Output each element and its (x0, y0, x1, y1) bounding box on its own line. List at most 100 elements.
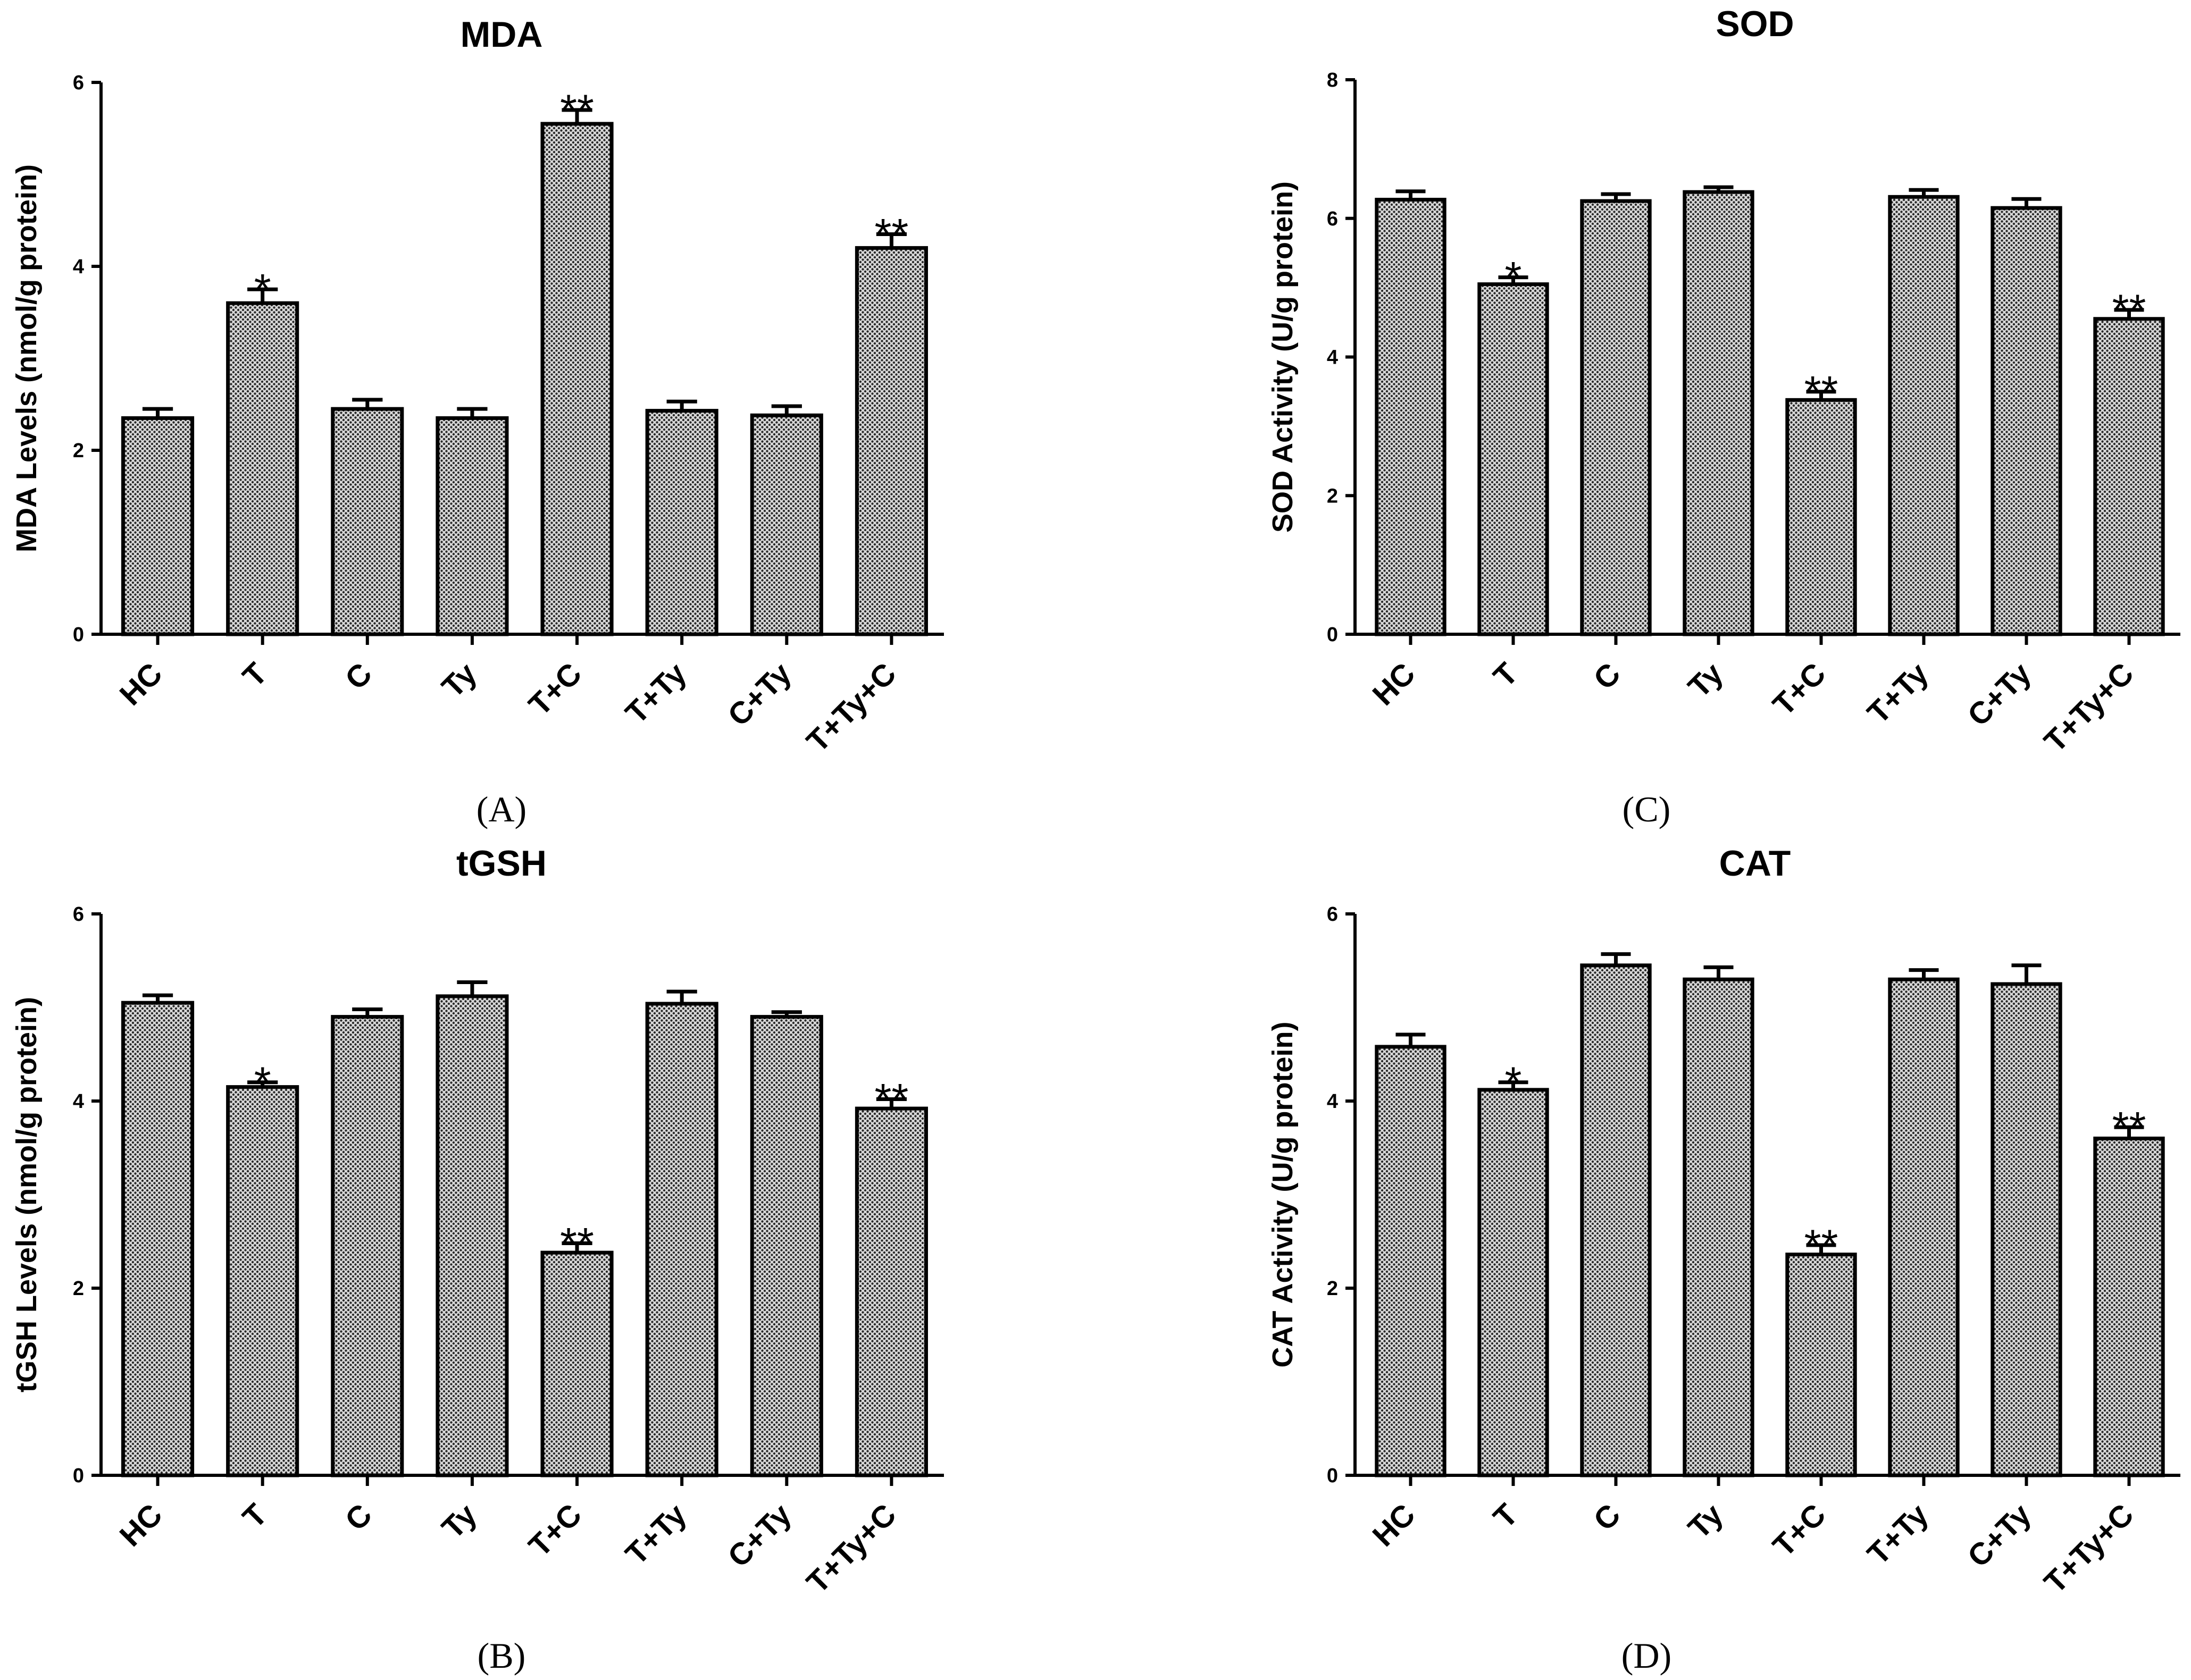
significance-mark: ** (1804, 1221, 1838, 1270)
significance-mark: * (254, 265, 271, 314)
bar (2093, 1136, 2165, 1477)
y-tick-label: 6 (1327, 208, 1338, 230)
y-tick-label: 2 (73, 440, 84, 462)
bar (855, 246, 928, 636)
bar (645, 409, 718, 636)
x-tick-label: C (1587, 656, 1627, 696)
panel-label: (D) (1621, 1635, 1671, 1676)
bar (1785, 1253, 1857, 1477)
x-tick-label: T (236, 656, 274, 694)
y-tick-label: 2 (1327, 1278, 1338, 1300)
x-tick-label: T+C (1766, 1497, 1833, 1564)
chart-title: CAT (1719, 843, 1791, 884)
x-tick-label: Ty (1682, 1497, 1730, 1545)
y-tick-label: 0 (1327, 1465, 1338, 1487)
x-tick-label: T+Ty+C (2037, 656, 2140, 759)
x-tick-label: C+Ty (721, 1497, 798, 1574)
significance-mark: * (1505, 1059, 1522, 1107)
y-tick-label: 4 (1327, 1090, 1338, 1113)
x-tick-label: T+C (522, 1497, 589, 1564)
y-tick-label: 0 (1327, 624, 1338, 646)
x-tick-label: T+Ty+C (800, 1497, 902, 1600)
x-tick-label: C+Ty (1961, 656, 2037, 733)
x-tick-label: T+Ty+C (800, 656, 902, 759)
bar (436, 416, 509, 636)
y-axis-label: SOD Activity (U/g protein) (1267, 181, 1299, 533)
y-tick-label: 4 (73, 256, 84, 278)
x-tick-label: HC (113, 1497, 169, 1553)
bar (1375, 1045, 1446, 1477)
x-tick-label: C+Ty (721, 656, 798, 733)
significance-mark: ** (875, 210, 909, 258)
y-tick-label: 8 (1327, 69, 1338, 91)
bar (1580, 199, 1652, 636)
x-tick-label: C+Ty (1961, 1497, 2037, 1574)
y-axis-label: tGSH Levels (nmol/g protein) (11, 997, 43, 1392)
y-tick-label: 4 (73, 1090, 84, 1113)
bar (2093, 317, 2165, 636)
chart-sod: SOD SOD Activity (U/g protein) HC * T C Ty ** T+… (1267, 4, 2180, 829)
bar (1683, 190, 1754, 636)
panel-label: (A) (476, 789, 526, 829)
x-tick-label: HC (113, 656, 169, 712)
y-tick-label: 0 (73, 1465, 84, 1487)
bar (1580, 963, 1652, 1477)
bar (855, 1106, 928, 1477)
x-tick-label: T (236, 1497, 274, 1535)
bar (1375, 198, 1446, 636)
bar (1785, 398, 1857, 636)
x-tick-label: C (338, 1497, 379, 1538)
bar (750, 1015, 823, 1477)
bar (1991, 982, 2062, 1477)
bar (750, 413, 823, 636)
bar (1477, 282, 1549, 636)
bar (1477, 1088, 1549, 1477)
y-tick-label: 6 (73, 72, 84, 94)
panel-label: (C) (1623, 789, 1671, 829)
significance-mark: ** (560, 1220, 594, 1268)
y-tick-label: 2 (1327, 485, 1338, 507)
bar (331, 407, 404, 636)
bar (226, 1085, 299, 1477)
significance-mark: ** (1804, 368, 1838, 416)
significance-mark: ** (2112, 286, 2146, 334)
bar (1888, 977, 1960, 1477)
chart-title: SOD (1716, 4, 1794, 44)
bar (645, 1002, 718, 1477)
bar (1991, 206, 2062, 636)
x-tick-label: T+Ty+C (2037, 1497, 2140, 1600)
x-tick-label: T+Ty (619, 1497, 693, 1572)
y-tick-label: 0 (73, 624, 84, 646)
x-tick-label: T+Ty (619, 656, 693, 730)
y-tick-label: 6 (1327, 903, 1338, 926)
x-tick-label: C (338, 656, 379, 696)
x-tick-label: T (1487, 656, 1525, 694)
y-tick-label: 6 (73, 903, 84, 926)
y-axis-label: CAT Activity (U/g protein) (1267, 1022, 1299, 1368)
chart-cat: CAT CAT Activity (U/g protein) HC * T C Ty ** T+… (1267, 843, 2180, 1676)
significance-mark: * (254, 1059, 271, 1107)
bar (121, 1001, 195, 1477)
significance-mark: ** (2112, 1103, 2146, 1152)
x-tick-label: T (1487, 1497, 1525, 1535)
x-tick-label: T+Ty (1861, 1497, 1935, 1572)
y-tick-label: 4 (1327, 347, 1338, 369)
bar (121, 416, 195, 636)
panel-label: (B) (478, 1635, 526, 1676)
bar (436, 994, 509, 1477)
x-tick-label: T+C (1766, 656, 1833, 723)
chart-title: MDA (461, 14, 543, 55)
significance-mark: ** (875, 1075, 909, 1123)
bar (540, 122, 614, 636)
bar (540, 1250, 614, 1477)
chart-tgsh: tGSH tGSH Levels (nmol/g protein) HC * T C Ty *… (11, 843, 944, 1676)
significance-mark: * (1505, 254, 1522, 302)
x-tick-label: T+C (522, 656, 589, 723)
y-axis-label: MDA Levels (nmol/g protein) (11, 164, 43, 552)
bar (331, 1015, 404, 1477)
x-tick-label: C (1587, 1497, 1627, 1538)
x-tick-label: HC (1366, 1497, 1421, 1553)
x-tick-label: Ty (1682, 656, 1730, 704)
